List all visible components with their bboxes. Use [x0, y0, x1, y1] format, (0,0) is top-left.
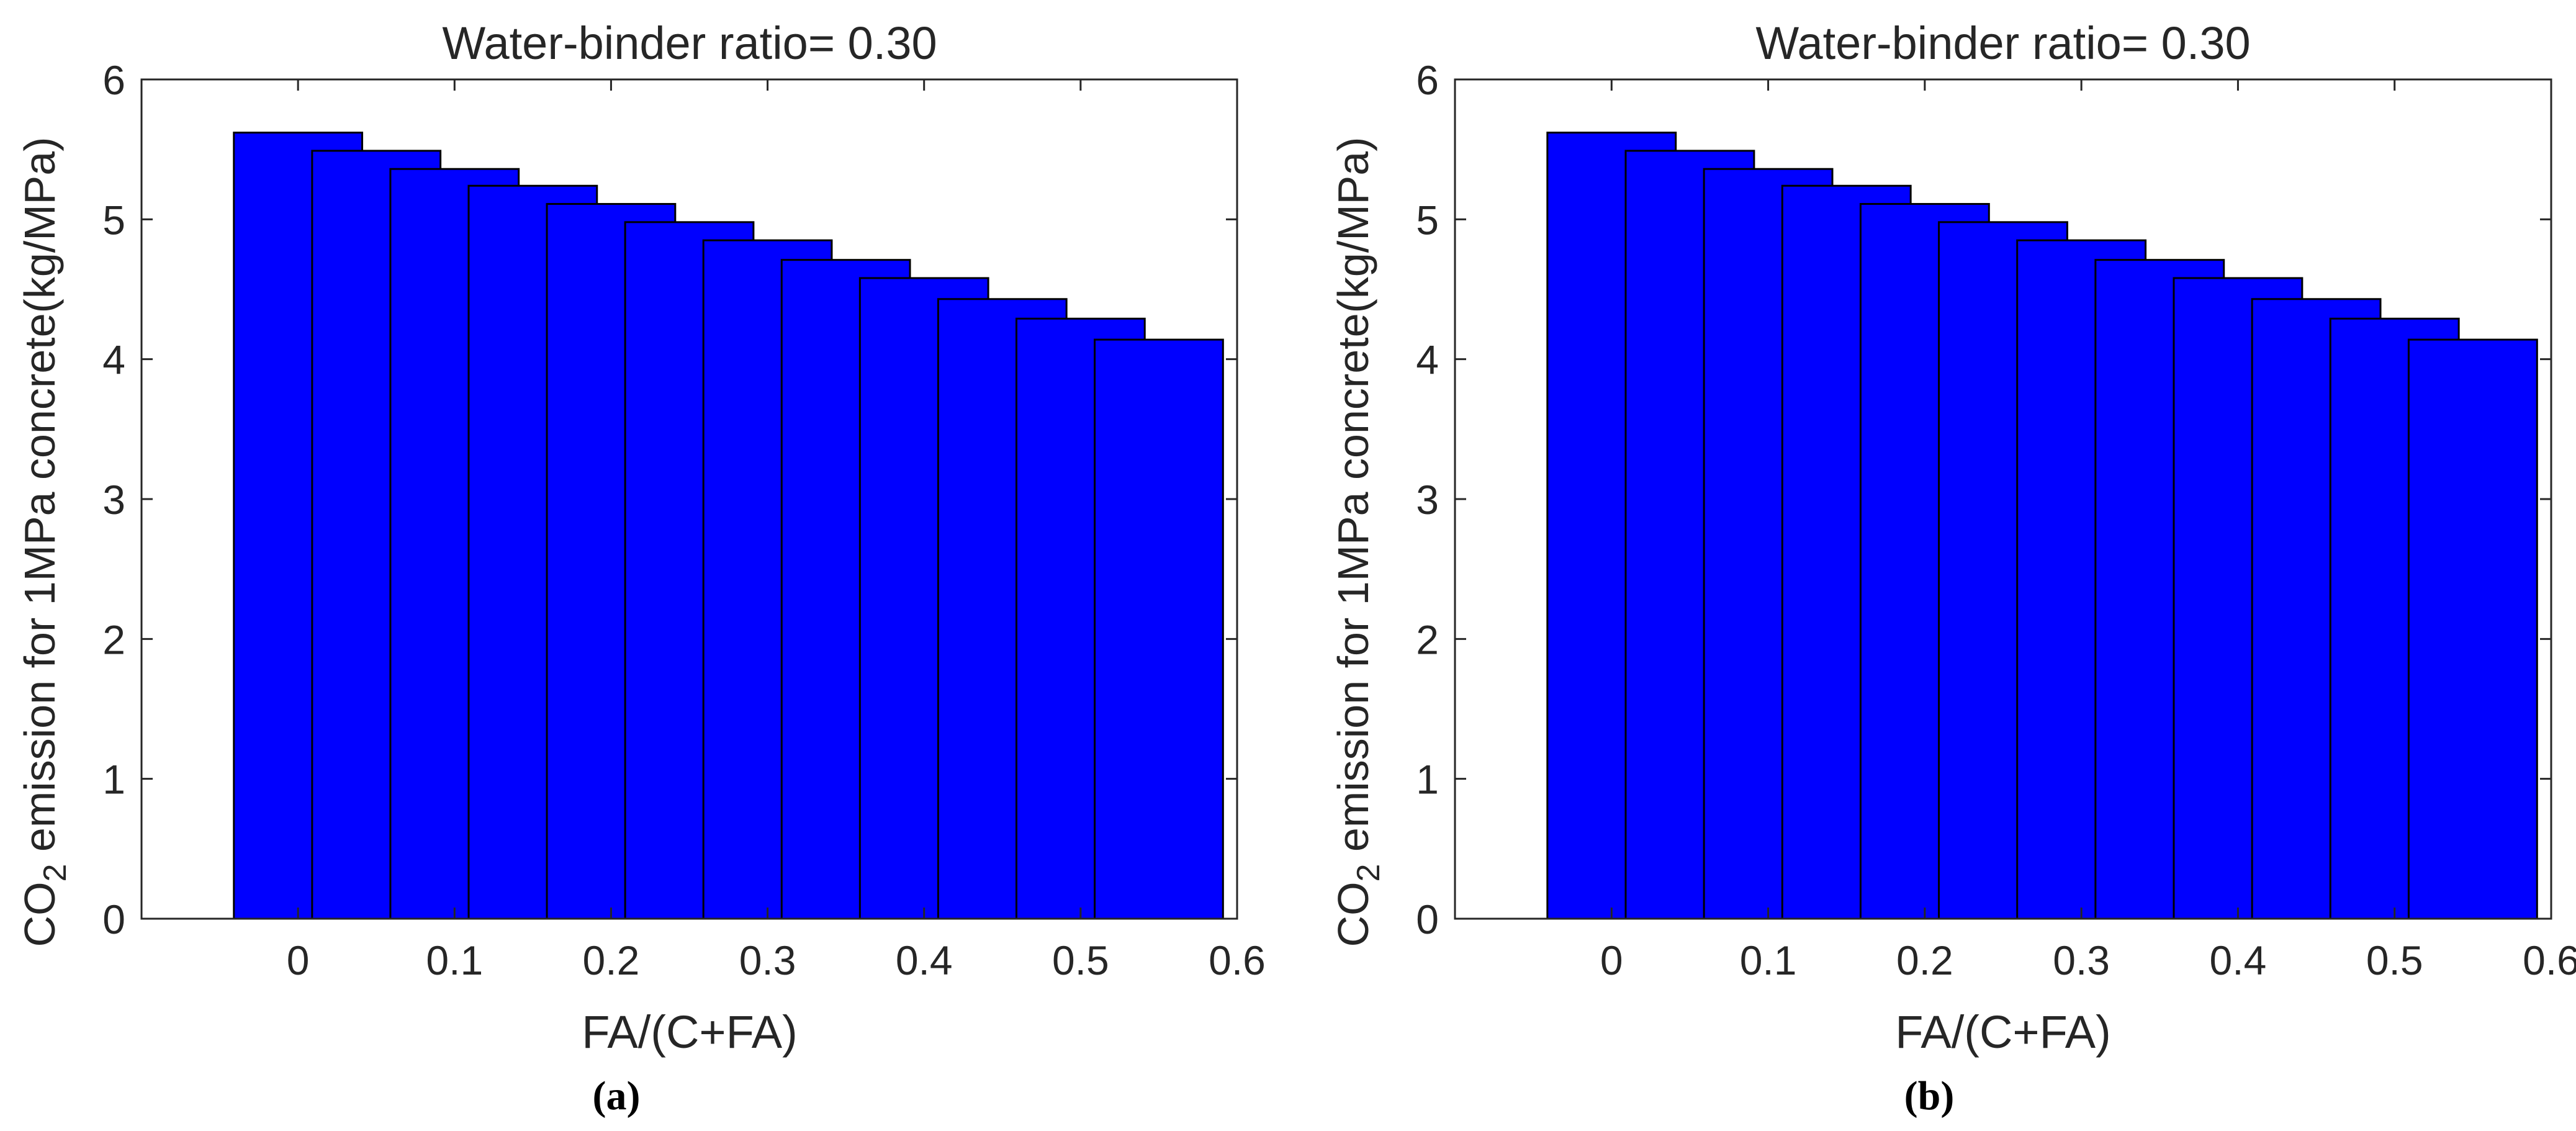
y-tick-label: 5	[102, 197, 125, 243]
y-tick-label: 3	[102, 477, 125, 523]
x-tick-label: 0.4	[2210, 937, 2267, 983]
panel-label: (b)	[1904, 1073, 1955, 1119]
y-tick-label: 5	[1416, 197, 1439, 243]
x-tick-label: 0	[287, 937, 310, 983]
x-axis-label: FA/(C+FA)	[582, 1006, 797, 1058]
y-tick-label: 4	[102, 337, 125, 383]
x-tick-label: 0.5	[2366, 937, 2423, 983]
x-tick-label: 0.1	[1740, 937, 1797, 983]
x-tick-label: 0.3	[2053, 937, 2110, 983]
x-axis-label: FA/(C+FA)	[1895, 1006, 2110, 1058]
y-tick-label: 1	[1416, 757, 1439, 803]
panel-label: (a)	[593, 1073, 641, 1119]
y-axis-label: CO2 emission for 1MPa concrete(kg/MPa)	[16, 137, 73, 947]
chart-title: Water-binder ratio= 0.30	[1755, 17, 2250, 69]
x-tick-label: 0	[1600, 937, 1623, 983]
x-tick-label: 0.4	[896, 937, 953, 983]
plot-area: 0 1 2 3 4 5 6 0 0.1 0.2 0.3 0.4 0.5 0.6	[102, 57, 1266, 983]
y-tick-label: 0	[1416, 896, 1439, 942]
y-tick-label: 6	[102, 57, 125, 103]
y-axis-label: CO2 emission for 1MPa concrete(kg/MPa)	[1329, 137, 1387, 947]
y-tick-label: 2	[1416, 616, 1439, 662]
y-tick-label: 2	[102, 616, 125, 662]
bar	[2407, 338, 2538, 920]
x-tick-label: 0.2	[1896, 937, 1953, 983]
y-tick-label: 0	[102, 896, 125, 942]
plot-area: 0 1 2 3 4 5 6 0 0.1 0.2 0.3 0.4 0.5 0.6	[1416, 57, 2576, 983]
x-tick-label: 0.3	[739, 937, 796, 983]
x-tick-label: 0.1	[426, 937, 483, 983]
y-tick-label: 6	[1416, 57, 1439, 103]
bar	[1094, 338, 1224, 920]
x-tick-label: 0.5	[1052, 937, 1109, 983]
x-tick-label: 0.6	[2523, 937, 2576, 983]
chart-title: Water-binder ratio= 0.30	[442, 17, 937, 69]
y-tick-label: 1	[102, 757, 125, 803]
x-tick-label: 0.2	[583, 937, 640, 983]
x-tick-label: 0.6	[1209, 937, 1266, 983]
y-tick-label: 4	[1416, 337, 1439, 383]
y-tick-label: 3	[1416, 477, 1439, 523]
